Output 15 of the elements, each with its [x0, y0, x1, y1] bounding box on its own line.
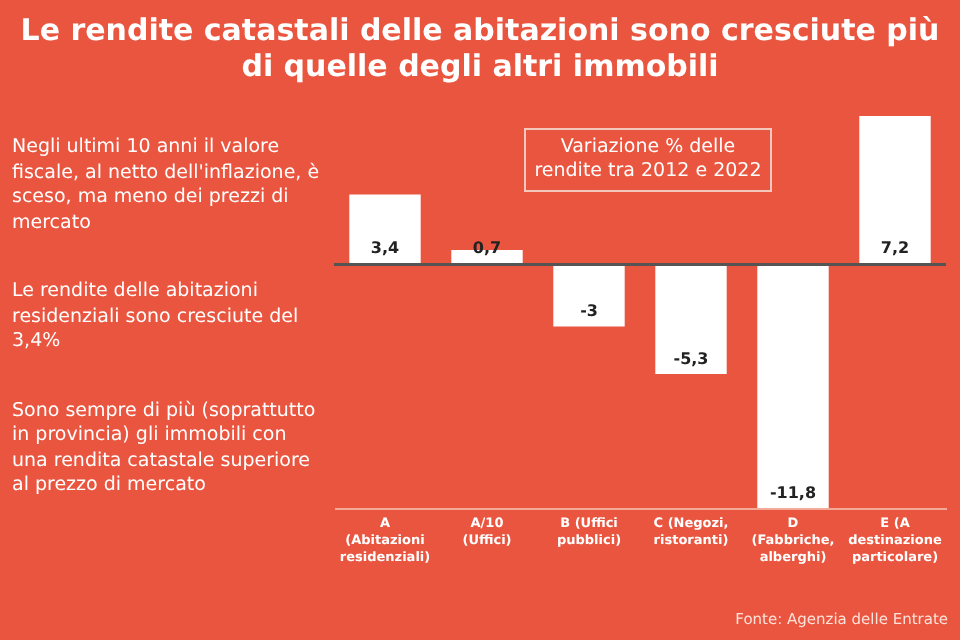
data-label: 3,4 [370, 238, 401, 257]
bar [859, 116, 931, 265]
bar [349, 194, 421, 265]
data-label: -5,3 [673, 349, 709, 368]
data-label: -3 [580, 302, 598, 321]
data-label: -11,8 [769, 484, 817, 502]
bar [757, 264, 829, 508]
chart-title: Le rendite catastali delle abitazioni sono cresciute più di quelle degli altri immobili [18, 12, 942, 84]
bar [655, 264, 727, 374]
text: Sono sempre di più (soprattutto in provincia) gli immobili con una rendita catastale superiore al prezzo di mercato [12, 399, 318, 499]
text: Variazione % delle rendite tra 2012 e 2022 [524, 128, 772, 192]
text: Negli ultimi 10 anni il valore fiscale, al netto dell'inflazione, è sceso, ma meno dei prezzi di mercato [12, 136, 322, 236]
bar [553, 264, 625, 327]
data-label: 7,2 [880, 238, 910, 257]
text: Le rendite delle abitazioni residenziali sono cresciute del 3,4% [12, 280, 301, 355]
